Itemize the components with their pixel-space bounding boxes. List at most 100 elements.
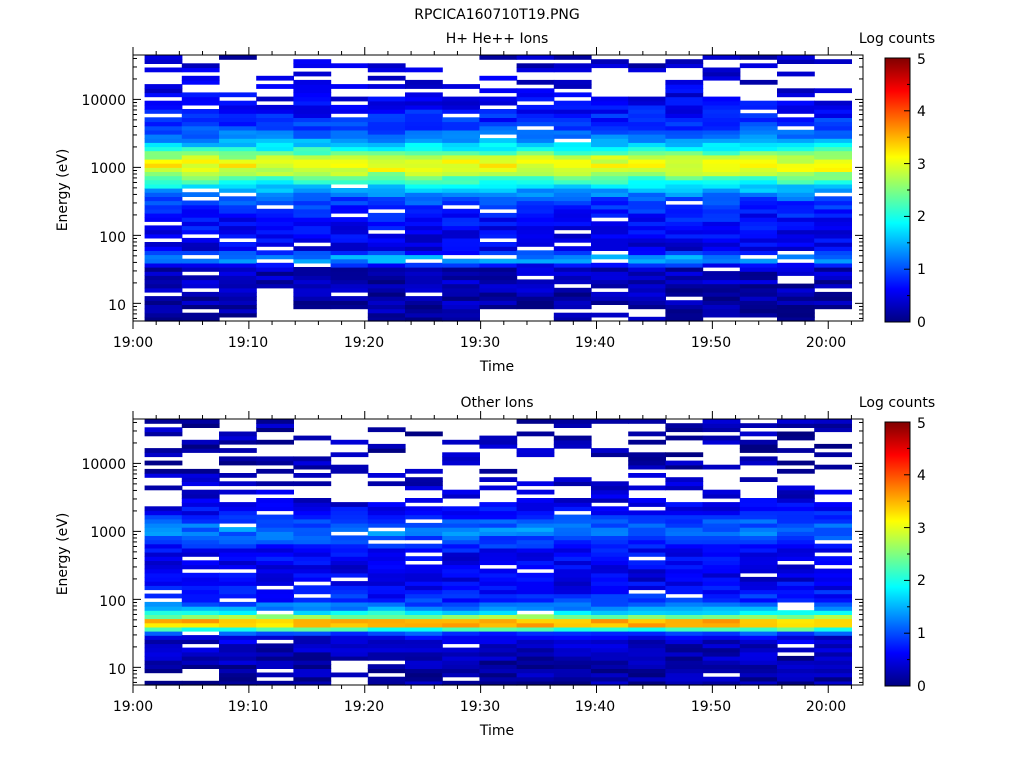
heatmap-cell: [516, 67, 555, 73]
heatmap-cell: [181, 606, 220, 611]
heatmap-cell: [293, 104, 332, 110]
heatmap-cell: [367, 200, 406, 206]
heatmap-cell: [553, 589, 592, 595]
heatmap-cell: [330, 221, 369, 227]
heatmap-cell: [479, 502, 518, 507]
heatmap-cell: [702, 585, 741, 591]
heatmap-cell: [144, 606, 183, 611]
heatmap-cell: [293, 150, 332, 156]
heatmap-cell: [479, 660, 518, 665]
heatmap-cell: [665, 423, 704, 428]
heatmap-cell: [219, 489, 257, 495]
heatmap-cell: [479, 167, 518, 172]
heatmap-cell: [702, 576, 741, 582]
heatmap-cell: [144, 55, 183, 60]
heatmap-cell: [330, 129, 369, 135]
heatmap-cell: [405, 146, 443, 152]
heatmap-cell: [181, 237, 220, 243]
heatmap-cell: [665, 522, 704, 528]
heatmap-cell: [367, 267, 406, 272]
heatmap-cell: [516, 262, 555, 268]
heatmap-cell: [405, 100, 443, 106]
heatmap-cell: [702, 527, 741, 532]
heatmap-cell: [293, 250, 332, 256]
heatmap-cell: [367, 635, 406, 640]
heatmap-cell: [628, 585, 666, 591]
heatmap-cell: [181, 660, 220, 665]
heatmap-cell: [293, 279, 332, 285]
heatmap-cell: [293, 522, 332, 528]
heatmap-cell: [553, 676, 592, 682]
heatmap-cell: [702, 258, 741, 264]
heatmap-cell: [367, 597, 406, 603]
heatmap-cell: [814, 668, 852, 674]
heatmap-cell: [219, 92, 257, 98]
heatmap-cell: [628, 212, 666, 218]
heatmap-cell: [739, 175, 778, 181]
colorbar-label: Log counts: [859, 395, 935, 411]
heatmap-cell: [367, 680, 406, 686]
heatmap-cell: [367, 647, 406, 653]
heatmap-cell: [256, 664, 294, 669]
heatmap-cell: [702, 129, 741, 135]
heatmap-cell: [591, 527, 629, 532]
colorbar-tick-label: 3: [917, 521, 926, 537]
heatmap-cell: [702, 312, 741, 318]
heatmap-cell: [144, 593, 183, 599]
heatmap-cell: [814, 597, 852, 603]
heatmap-cell: [181, 510, 220, 516]
heatmap-cell: [739, 233, 778, 239]
heatmap-cell: [628, 142, 666, 148]
heatmap-cell: [814, 655, 852, 661]
heatmap-cell: [293, 502, 332, 507]
heatmap-cell: [219, 287, 257, 293]
x-tick-label: 19:10: [228, 335, 268, 351]
heatmap-cell: [442, 283, 480, 289]
heatmap-cell: [144, 626, 183, 632]
heatmap-cell: [814, 664, 852, 669]
heatmap-cell: [181, 79, 220, 85]
heatmap-cell: [293, 585, 332, 591]
heatmap-cell: [293, 287, 332, 293]
heatmap-cell: [330, 527, 369, 532]
heatmap-cell: [516, 63, 555, 69]
heatmap-cell: [702, 212, 741, 218]
heatmap-cell: [665, 109, 704, 114]
heatmap-cell: [553, 291, 592, 297]
heatmap-cell: [553, 423, 592, 428]
heatmap-cell: [181, 443, 220, 449]
heatmap-cell: [553, 109, 592, 114]
heatmap-cell: [405, 246, 443, 251]
heatmap-cell: [814, 589, 852, 595]
heatmap-cell: [293, 460, 332, 466]
heatmap-cell: [814, 146, 852, 152]
heatmap-cell: [144, 560, 183, 566]
heatmap-cell: [553, 539, 592, 545]
heatmap-cell: [665, 212, 704, 218]
heatmap-cell: [293, 225, 332, 231]
heatmap-cell: [665, 622, 704, 628]
heatmap-cell: [219, 204, 257, 210]
heatmap-cell: [330, 468, 369, 474]
heatmap-cell: [181, 134, 220, 139]
heatmap-cell: [777, 626, 815, 632]
heatmap-cell: [442, 96, 480, 102]
heatmap-cell: [628, 154, 666, 160]
heatmap-cell: [405, 676, 443, 682]
heatmap-cell: [144, 158, 183, 164]
heatmap-cell: [256, 552, 294, 557]
heatmap-cell: [591, 109, 629, 114]
heatmap-cell: [330, 84, 369, 89]
heatmap-cell: [405, 485, 443, 491]
heatmap-cell: [144, 104, 183, 110]
heatmap-cell: [479, 589, 518, 595]
heatmap-cell: [553, 192, 592, 197]
heatmap-cell: [516, 304, 555, 310]
heatmap-cell: [181, 572, 220, 578]
heatmap-cell: [479, 229, 518, 235]
heatmap-cell: [330, 267, 369, 272]
heatmap-cell: [628, 597, 666, 603]
heatmap-cell: [665, 246, 704, 251]
heatmap-cell: [814, 676, 852, 682]
heatmap-cell: [628, 279, 666, 285]
